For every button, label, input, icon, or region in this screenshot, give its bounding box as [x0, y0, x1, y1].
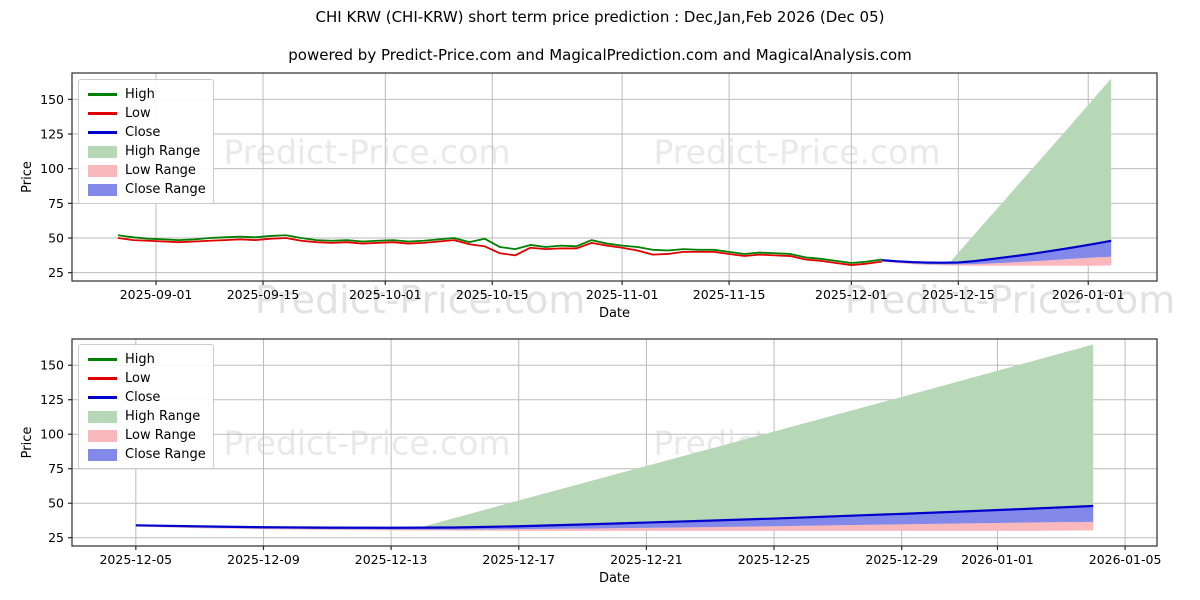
series-line-close [135, 504, 1094, 529]
legend-item-low-range: Low Range [79, 426, 213, 445]
legend-top-chart: High Low Close High Range Low Range Close Ran… [78, 79, 214, 204]
y-tick-label: 50 [48, 231, 64, 246]
x-tick-label: 2025-12-21 [610, 552, 683, 567]
legend-line-swatch [88, 377, 117, 380]
x-tick-label: 2025-09-01 [120, 287, 193, 302]
x-tick-label: 2025-12-25 [738, 552, 811, 567]
legend-label: Close Range [125, 182, 206, 197]
legend-line-swatch [88, 112, 117, 115]
x-tick-label: 2026-01-01 [961, 552, 1034, 567]
x-tick-label: 2025-12-15 [922, 287, 995, 302]
legend-item-close-range: Close Range [79, 445, 213, 464]
legend-patch-swatch [88, 448, 117, 461]
legend-label: High [125, 87, 155, 102]
x-tick-label: 2026-01-01 [1052, 287, 1125, 302]
y-tick-label: 25 [48, 530, 64, 545]
watermark-text: Predict-Price.com [844, 278, 1176, 322]
legend-label: Low Range [125, 428, 196, 443]
legend-item-low: Low [79, 104, 213, 123]
plot-border [71, 72, 1158, 282]
legend-patch-swatch [88, 145, 117, 158]
legend-label: High Range [125, 144, 201, 159]
legend-item-low-range: Low Range [79, 161, 213, 180]
legend-item-high-range: High Range [79, 142, 213, 161]
legend-label: High Range [125, 409, 201, 424]
legend-item-close: Close [79, 388, 213, 407]
legend-label: Close [125, 125, 161, 140]
y-tick-label: 125 [40, 127, 64, 142]
y-tick-label: 150 [40, 92, 64, 107]
y-tick-label: 25 [48, 265, 64, 280]
watermark-text: Predict-Price.com [254, 278, 586, 322]
x-tick-label: 2025-12-05 [99, 552, 172, 567]
x-axis-label: Date [599, 571, 630, 586]
legend-line-swatch [88, 396, 117, 399]
band-close-range [135, 505, 1094, 530]
watermark-text: Predict-Price.com [223, 423, 511, 463]
x-tick-label: 2025-10-15 [456, 287, 529, 302]
bottom-chart: 2025-12-05 2025-12-09 2025-12-13 2025-12-17… [20, 338, 1162, 586]
series-line-high [117, 234, 883, 264]
x-tick-label: 2025-10-01 [349, 287, 422, 302]
y-axis-label: Price [20, 161, 35, 193]
x-tick-label: 2025-12-09 [227, 552, 300, 567]
legend-label: Close [125, 390, 161, 405]
x-tick-label: 2025-11-01 [586, 287, 659, 302]
legend-item-high: High [79, 350, 213, 369]
legend-item-high: High [79, 85, 213, 104]
watermark-text: Predict-Price.com [653, 132, 941, 172]
band-low-range [135, 521, 1094, 531]
y-tick-label: 125 [40, 392, 64, 407]
legend-bottom-chart: High Low Close High Range Low Range Close Ran… [78, 344, 214, 469]
x-tick-label: 2025-12-29 [865, 552, 938, 567]
band-low-range [881, 256, 1112, 266]
x-tick-label: 2026-01-05 [1089, 552, 1162, 567]
legend-label: Low [125, 106, 151, 121]
legend-patch-swatch [88, 164, 117, 177]
x-axis-label: Date [599, 306, 630, 321]
legend-label: Low Range [125, 163, 196, 178]
y-tick-label: 150 [40, 358, 64, 373]
legend-patch-swatch [88, 410, 117, 423]
y-tick-label: 100 [40, 427, 64, 442]
x-tick-label: 2025-12-17 [482, 552, 555, 567]
legend-label: Low [125, 371, 151, 386]
y-tick-label: 100 [40, 161, 64, 176]
y-axis-label: Price [20, 427, 35, 459]
legend-item-high-range: High Range [79, 407, 213, 426]
legend-patch-swatch [88, 183, 117, 196]
legend-item-close-range: Close Range [79, 180, 213, 199]
legend-item-low: Low [79, 369, 213, 388]
legend-line-swatch [88, 131, 117, 134]
series-line-low [117, 237, 883, 266]
y-tick-label: 75 [48, 196, 64, 211]
x-tick-label: 2025-12-13 [355, 552, 428, 567]
band-close-range [881, 240, 1112, 265]
x-tick-label: 2025-12-01 [815, 287, 888, 302]
legend-patch-swatch [88, 429, 117, 442]
legend-item-close: Close [79, 123, 213, 142]
band-high-range [423, 344, 1094, 527]
legend-line-swatch [88, 358, 117, 361]
y-tick-label: 75 [48, 461, 64, 476]
y-tick-label: 50 [48, 496, 64, 511]
series-line-close [881, 239, 1112, 264]
legend-label: Close Range [125, 447, 206, 462]
x-tick-label: 2025-09-15 [227, 287, 300, 302]
x-tick-label: 2025-11-15 [693, 287, 766, 302]
legend-line-swatch [88, 93, 117, 96]
legend-label: High [125, 352, 155, 367]
chart-subtitle: powered by Predict-Price.com and Magical… [288, 46, 912, 64]
chart-title: CHI KRW (CHI-KRW) short term price predi… [315, 8, 885, 26]
band-high-range [950, 78, 1112, 262]
watermark-text: Predict-Price.com [223, 132, 511, 172]
plot-border [71, 338, 1158, 547]
top-chart: 2025-09-01 2025-09-15 2025-10-01 2025-10-15… [20, 72, 1158, 321]
